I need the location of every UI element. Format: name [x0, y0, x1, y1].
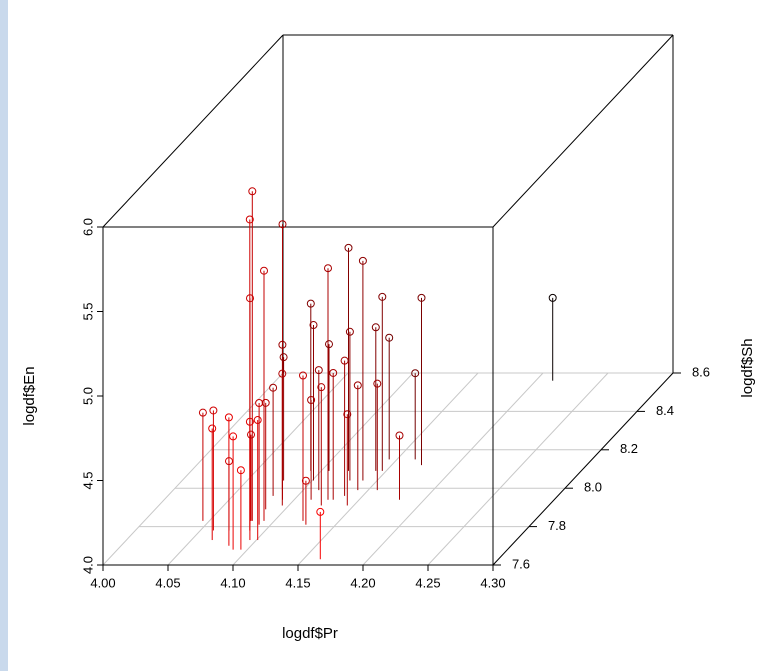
x-tick-label: 4.15	[285, 575, 310, 590]
z-tick-label: 4.0	[80, 556, 95, 574]
point	[278, 369, 287, 378]
grid-line	[232, 372, 414, 566]
grid-line	[102, 372, 284, 566]
window-edge	[0, 0, 8, 671]
x-axis-label: logdf$Pr	[282, 625, 338, 642]
point	[245, 215, 254, 224]
z-tick-label: 4.5	[80, 471, 95, 489]
point	[253, 416, 262, 425]
box-edge	[492, 34, 674, 228]
point	[225, 457, 233, 466]
point	[307, 396, 316, 405]
point	[261, 398, 270, 407]
point	[411, 369, 420, 378]
box-edge	[492, 372, 674, 566]
y-axis-label: logdf$Sh	[739, 338, 756, 397]
point	[247, 430, 255, 439]
point	[417, 293, 426, 302]
x-tick-label: 4.00	[90, 575, 115, 590]
point	[548, 293, 557, 302]
x-tick-label: 4.30	[480, 575, 505, 590]
point	[373, 379, 382, 388]
point	[278, 220, 287, 229]
point	[248, 187, 257, 196]
point	[316, 507, 325, 516]
x-tick-label: 4.20	[350, 575, 375, 590]
z-tick-label: 5.5	[80, 302, 95, 320]
point	[236, 466, 245, 475]
y-tick-label: 8.0	[584, 480, 602, 495]
point	[345, 327, 354, 336]
point	[260, 266, 268, 275]
point	[246, 294, 254, 303]
z-axis-label: logdf$En	[21, 366, 38, 425]
point	[395, 431, 404, 440]
point	[301, 476, 310, 485]
box-edge	[102, 34, 284, 228]
y-tick-label: 7.6	[512, 556, 530, 571]
point	[371, 323, 380, 332]
point	[325, 340, 333, 349]
z-tick-label: 6.0	[80, 218, 95, 236]
y-tick-label: 8.2	[620, 441, 638, 456]
y-tick-label: 7.8	[548, 518, 566, 533]
point	[278, 340, 287, 349]
point	[279, 353, 288, 362]
x-tick-label: 4.10	[220, 575, 245, 590]
point	[353, 381, 362, 390]
z-tick-label: 5.0	[80, 387, 95, 405]
x-tick-label: 4.25	[415, 575, 440, 590]
point	[329, 368, 338, 377]
point	[344, 243, 353, 252]
point	[314, 366, 323, 375]
x-tick-label: 4.05	[155, 575, 180, 590]
point	[378, 292, 387, 301]
point	[198, 408, 207, 417]
point	[317, 383, 326, 392]
point	[358, 256, 367, 265]
point	[385, 333, 394, 342]
point	[209, 406, 218, 415]
grid-line	[362, 372, 544, 566]
point	[229, 432, 238, 441]
point	[299, 371, 307, 380]
grid-line	[427, 372, 609, 566]
y-tick-label: 8.6	[692, 364, 710, 379]
point	[309, 321, 318, 330]
point	[343, 410, 352, 419]
point	[269, 383, 278, 392]
y-tick-label: 8.4	[656, 403, 674, 418]
point	[324, 264, 332, 273]
point	[245, 417, 254, 426]
point	[208, 424, 217, 433]
point	[306, 299, 315, 308]
grid-line	[297, 372, 479, 566]
point	[224, 413, 233, 422]
